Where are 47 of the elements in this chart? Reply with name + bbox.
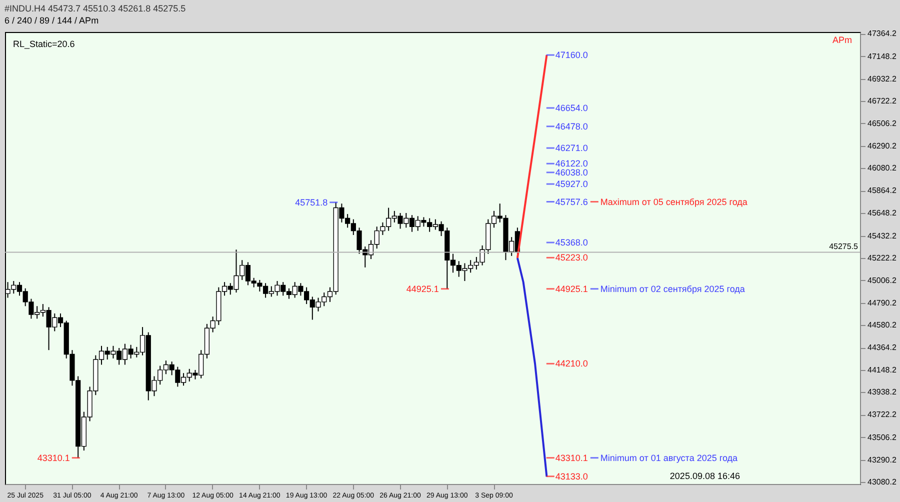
ref-line-label: 45927.0: [555, 179, 588, 190]
ref-line-label: 45368.0: [555, 238, 588, 248]
y-tick-label: 46290.2: [868, 142, 897, 151]
ref-line-label: 43310.1: [555, 452, 588, 463]
ref-line-label: 45275.5: [829, 242, 859, 252]
y-tick-label: 47148.2: [868, 52, 897, 61]
y-tick-label: 46506.2: [868, 118, 897, 128]
y-tick-label: 43506.2: [868, 432, 897, 442]
y-tick-label: 44580.2: [868, 320, 897, 330]
annotation: APm: [832, 35, 852, 45]
chart-title: #INDU.H4 45473.7 45510.3 45261.8 45275.5: [4, 4, 186, 14]
ref-line-label: Minimum от 02 сентября 2025 года: [600, 284, 745, 294]
annotation: RL_Static=20.6: [13, 39, 75, 49]
ref-line-label: Minimum от 01 августа 2025 года: [600, 452, 738, 463]
ref-line-label: 43133.0: [555, 471, 588, 482]
y-tick-label: 46722.2: [868, 96, 897, 106]
y-tick-label: 45648.2: [868, 208, 897, 218]
y-tick-label: 43290.2: [868, 455, 897, 464]
ref-line-label: 45751.8: [295, 197, 328, 208]
ref-line-label: 43310.1: [37, 452, 70, 463]
ref-line-label: 47160.0: [555, 50, 588, 60]
annotation: 2025.09.08 16:46: [670, 471, 740, 481]
ref-line-label: 44210.0: [555, 358, 588, 369]
chart-subtitle: 6 / 240 / 89 / 144 / APm: [4, 16, 99, 26]
ref-line-label: 46654.0: [555, 102, 588, 113]
ref-line-label: 46271.0: [555, 143, 588, 154]
y-tick-label: 45222.2: [868, 253, 897, 262]
y-tick-label: 46080.2: [868, 164, 897, 172]
ref-line-label: 44925.1: [555, 284, 588, 294]
y-tick-label: 47364.2: [868, 29, 897, 38]
ref-line-label: 45757.6: [555, 196, 588, 207]
ref-line-label: 45223.0: [555, 252, 588, 263]
y-tick-label: 45432.2: [868, 231, 897, 240]
ref-line-label: 46478.0: [555, 121, 588, 132]
y-tick-label: 43722.2: [868, 410, 897, 420]
y-tick-label: 43938.2: [868, 388, 897, 397]
ref-line-label: 46122.0: [555, 158, 588, 169]
y-tick-label: 45864.2: [868, 186, 897, 196]
y-tick-label: 44148.2: [868, 366, 897, 375]
y-tick-label: 43080.2: [868, 477, 897, 486]
y-tick-label: 44790.2: [868, 298, 897, 308]
y-tick-label: 46932.2: [868, 74, 897, 84]
ref-line-label: 46038.0: [555, 167, 588, 178]
y-tick-label: 44364.2: [868, 343, 897, 352]
y-tick-label: 45006.2: [868, 276, 897, 285]
ref-line-label: Maximum от 05 сентября 2025 года: [600, 196, 748, 207]
ref-line-label: 44925.1: [406, 284, 439, 294]
